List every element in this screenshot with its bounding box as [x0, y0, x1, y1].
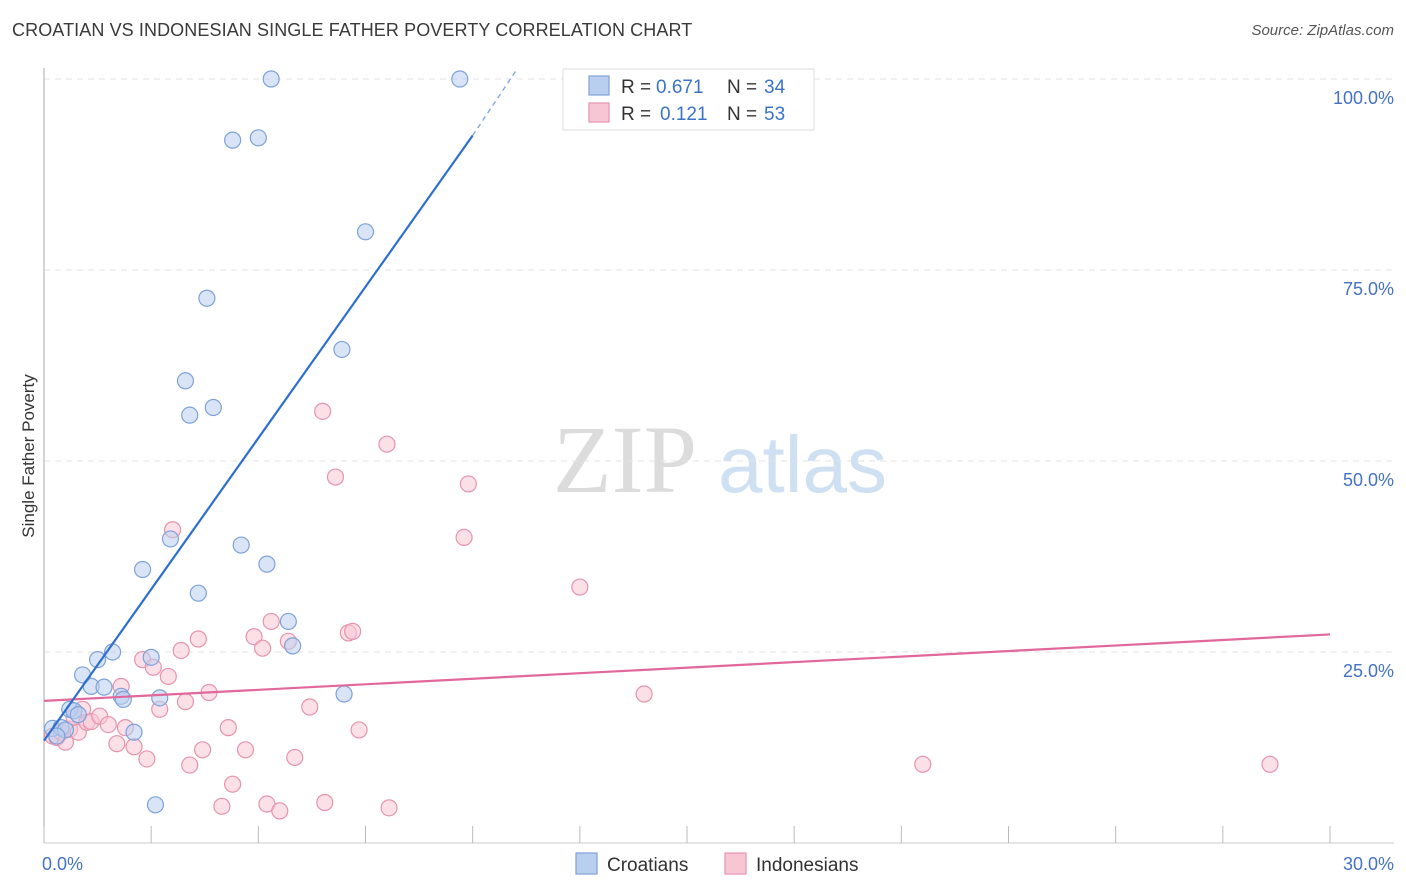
- indonesians-point-26: [194, 741, 212, 759]
- indonesians-point-34: [262, 612, 280, 631]
- x-axis-ticks: [43, 826, 1331, 843]
- croatians-trendline: [43, 134, 474, 742]
- indonesians-point-52: [914, 755, 932, 773]
- indonesians-point-38: [286, 748, 304, 767]
- indonesians-point-48: [455, 528, 473, 547]
- indonesians-point-36: [271, 802, 289, 820]
- indonesians-point-33: [254, 639, 272, 657]
- y-tick-label-100: 100.0%: [1333, 88, 1394, 108]
- croatians-point-20: [176, 372, 195, 390]
- croatians-point-10: [95, 678, 113, 696]
- indonesians-point-30: [224, 775, 242, 793]
- legend-r-value-indonesians: 0.121: [660, 104, 708, 125]
- legend-n-label-indonesians: N =: [727, 104, 757, 125]
- indonesians-point-25: [189, 630, 207, 648]
- croatians-point-17: [151, 689, 169, 707]
- indonesians-point-29: [219, 719, 237, 737]
- croatians-point-28: [258, 555, 276, 573]
- croatians-point-24: [204, 398, 222, 417]
- indonesians-point-44: [344, 622, 362, 640]
- croatians-point-23: [198, 289, 216, 307]
- croatians-point-13: [114, 690, 132, 708]
- croatians-point-21: [181, 406, 199, 424]
- croatians-point-22: [189, 584, 207, 602]
- y-tick-label-25: 25.0%: [1343, 661, 1394, 681]
- indonesians-point-41: [314, 402, 332, 420]
- legend-r-value-croatians: 0.671: [656, 77, 704, 98]
- indonesians-point-24: [181, 756, 199, 774]
- indonesians-point-23: [176, 693, 195, 711]
- croatians-point-9: [88, 651, 107, 669]
- croatians-point-30: [279, 612, 297, 631]
- indonesians-point-32: [245, 628, 263, 646]
- indonesians-point-22: [172, 641, 190, 660]
- indonesians-point-12: [108, 735, 126, 753]
- indonesians-point-15: [125, 738, 143, 756]
- indonesians-point-39: [301, 698, 319, 716]
- croatians-point-32: [333, 340, 351, 359]
- x-tick-label-min: 0.0%: [42, 854, 83, 874]
- croatians-point-33: [335, 685, 353, 703]
- watermark-zip: ZIP: [553, 406, 697, 513]
- watermark: ZIP atlas: [553, 406, 887, 513]
- indonesians-point-40: [316, 793, 334, 812]
- legend: R = 0.671 N = 34 R = 0.121 N = 53: [562, 68, 815, 131]
- legend-n-label-croatians: N =: [727, 77, 757, 98]
- chart-title: CROATIAN VS INDONESIAN SINGLE FATHER POV…: [12, 20, 693, 40]
- legend-swatch-indonesians: [588, 102, 610, 123]
- croatians-point-35: [451, 70, 469, 88]
- croatians-point-3: [48, 727, 66, 745]
- indonesians-point-46: [378, 435, 396, 453]
- croatians-point-31: [284, 637, 302, 655]
- gridlines: [44, 78, 1394, 653]
- bottom-legend-label-indonesians: Indonesians: [756, 855, 858, 876]
- y-axis-title: Single Father Poverty: [19, 374, 38, 538]
- croatians-point-19: [161, 530, 180, 548]
- bottom-legend: Croatians Indonesians: [575, 852, 858, 876]
- bottom-legend-label-croatians: Croatians: [607, 855, 688, 876]
- y-tick-label-75: 75.0%: [1343, 279, 1394, 299]
- croatians-point-14: [125, 723, 143, 741]
- croatians-trendline-extension: [472, 70, 517, 136]
- legend-r-label-indonesians: R =: [621, 104, 651, 125]
- legend-n-value-indonesians: 53: [764, 104, 785, 125]
- legend-r-label-croatians: R =: [621, 77, 651, 98]
- croatians-point-34: [356, 223, 375, 241]
- legend-n-value-croatians: 34: [764, 77, 786, 98]
- source-note: Source: ZipAtlas.com: [1251, 22, 1394, 39]
- croatians-point-25: [224, 131, 242, 149]
- croatians-point-26: [232, 536, 250, 554]
- croatians-point-15: [133, 560, 152, 579]
- y-tick-label-50: 50.0%: [1343, 470, 1394, 490]
- indonesians-point-11: [99, 715, 117, 734]
- bottom-legend-swatch-croatians: [575, 852, 598, 875]
- indonesians-trendline: [43, 633, 1331, 702]
- watermark-atlas: atlas: [718, 420, 887, 509]
- croatians-points: [43, 70, 469, 814]
- indonesians-point-53: [1261, 755, 1279, 773]
- y-tick-labels: 25.0% 50.0% 75.0% 100.0%: [1333, 88, 1394, 681]
- indonesians-point-47: [380, 799, 398, 817]
- indonesians-point-28: [213, 797, 231, 815]
- indonesians-point-31: [236, 741, 255, 759]
- indonesians-point-42: [326, 468, 345, 486]
- croatians-point-16: [142, 648, 160, 666]
- croatians-point-18: [146, 796, 165, 814]
- croatians-point-6: [69, 706, 87, 724]
- legend-swatch-croatians: [588, 75, 610, 96]
- indonesians-point-17: [138, 750, 156, 768]
- indonesians-point-49: [459, 475, 477, 493]
- x-tick-label-max: 30.0%: [1343, 854, 1394, 874]
- indonesians-point-51: [635, 685, 653, 703]
- croatians-point-29: [262, 70, 280, 88]
- indonesians-point-50: [571, 578, 589, 596]
- indonesians-point-45: [350, 721, 368, 739]
- croatians-point-27: [249, 129, 267, 147]
- bottom-legend-swatch-indonesians: [724, 852, 747, 875]
- indonesians-point-20: [159, 667, 177, 686]
